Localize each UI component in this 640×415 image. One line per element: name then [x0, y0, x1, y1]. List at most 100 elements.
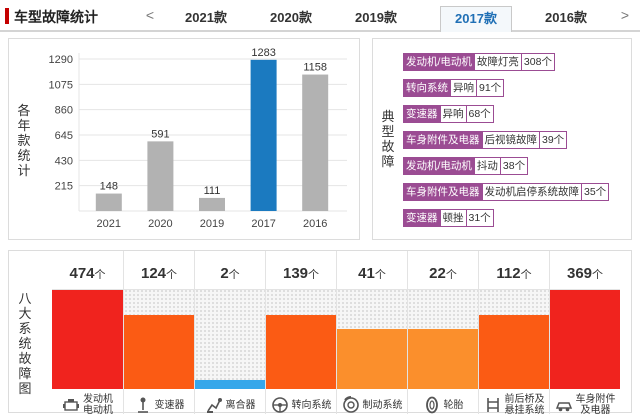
- system-bar-track: [479, 289, 549, 389]
- system-column[interactable]: 41个 制动系统: [336, 251, 407, 414]
- fault-system-tag: 发动机/电动机: [403, 157, 475, 175]
- brake-disc-icon: [342, 396, 359, 413]
- system-bar-track: [195, 289, 265, 389]
- system-footer: 变速器: [124, 391, 194, 415]
- tab-2019[interactable]: 2019款: [355, 10, 397, 25]
- fault-system-tag: 车身附件及电器: [403, 131, 483, 149]
- gearshift-icon: [137, 397, 148, 413]
- fault-system-tag: 变速器: [403, 105, 441, 123]
- fault-count-tag: 31个: [466, 209, 494, 227]
- x-tick-label: 2019: [200, 218, 224, 230]
- tire-icon: [425, 396, 438, 414]
- bar-value-label: 1283: [251, 47, 275, 59]
- system-column[interactable]: 2个离合器: [194, 251, 265, 414]
- system-bar-track: [408, 289, 478, 389]
- system-label: 轮胎: [443, 399, 464, 411]
- year-tabs: < 2021款 2020款 2019款 2017款 2016款 >: [140, 2, 640, 32]
- fault-count-tag: 35个: [582, 183, 610, 201]
- tab-2017[interactable]: 2017款: [440, 6, 512, 32]
- x-tick-label: 2017: [251, 218, 275, 230]
- faults-side-label: 典型故障: [381, 109, 395, 169]
- fault-symptom-tag: 异响: [451, 79, 477, 97]
- system-bar-fill: [266, 315, 336, 389]
- prev-arrow-icon[interactable]: <: [145, 7, 155, 23]
- fault-system-tag: 转向系统: [403, 79, 451, 97]
- system-count: 41个: [358, 265, 386, 282]
- fault-system-tag: 车身附件及电器: [403, 183, 483, 201]
- title-accent-bar: [5, 8, 9, 24]
- fault-symptom-tag: 发动机启停系统故障: [482, 183, 582, 201]
- tab-2021[interactable]: 2021款: [185, 10, 227, 25]
- system-label: 离合器: [225, 399, 256, 411]
- next-arrow-icon[interactable]: >: [620, 7, 630, 23]
- y-tick-label: 1075: [49, 79, 73, 91]
- system-count: 112个: [496, 265, 532, 282]
- y-tick-label: 215: [55, 181, 73, 193]
- bar-2017: [250, 59, 277, 212]
- system-footer: 转向系统: [266, 391, 336, 415]
- bar-value-label: 1158: [303, 62, 327, 74]
- system-column[interactable]: 22个轮胎: [407, 251, 478, 414]
- fault-item[interactable]: 车身附件及电器 后视镜故障 39个: [403, 131, 568, 149]
- system-bar-track: [124, 289, 194, 389]
- system-column[interactable]: 139个转向系统: [265, 251, 336, 414]
- fault-item[interactable]: 变速器 异响 68个: [403, 105, 494, 123]
- system-count: 124个: [140, 265, 178, 282]
- fault-count-tag: 91个: [477, 79, 505, 97]
- fault-count-tag: 68个: [466, 105, 494, 123]
- system-count: 139个: [282, 265, 320, 282]
- system-bar-fill: [124, 315, 194, 389]
- tab-2020[interactable]: 2020款: [270, 10, 312, 25]
- system-column[interactable]: 369个车身附件 及电器: [549, 251, 620, 415]
- system-bar-fill: [337, 329, 407, 389]
- system-label: 前后桥及 悬挂系统: [504, 394, 545, 415]
- system-label: 车身附件 及电器: [575, 394, 616, 415]
- system-label: 发动机 电动机: [83, 394, 113, 415]
- system-bar-fill: [52, 289, 123, 389]
- fault-item[interactable]: 车身附件及电器 发动机启停系统故障 35个: [403, 183, 610, 201]
- bar-2021: [95, 193, 122, 211]
- tab-2016[interactable]: 2016款: [545, 10, 587, 25]
- fault-count-tag: 38个: [500, 157, 529, 175]
- x-tick-label: 2020: [148, 218, 172, 230]
- system-count: 2个: [220, 265, 240, 282]
- typical-faults-panel: 典型故障 发动机/电动机 故障灯亮 308个 转向系统 异响 91个 变速器 异响 68个 车身附…: [372, 38, 632, 240]
- bar-2019: [199, 197, 225, 211]
- bar-value-label: 591: [151, 128, 169, 140]
- year-chart-panel: 各年款统计 215 430 645 860 1075 1290 148 2021 591 2020…: [8, 38, 360, 240]
- page-title: 车型故障统计: [14, 9, 98, 25]
- fault-symptom-tag: 抖动: [474, 157, 501, 175]
- fault-count-tag: 39个: [540, 131, 568, 149]
- y-tick-label: 1290: [49, 54, 73, 66]
- header-bar: 车型故障统计 < 2021款 2020款 2019款 2017款 2016款 >: [0, 0, 640, 32]
- systems-side-label: 八大系统故障图: [18, 291, 32, 396]
- system-count: 22个: [429, 265, 457, 282]
- fault-system-tag: 变速器: [403, 209, 441, 227]
- system-footer: 发动机 电动机: [52, 391, 123, 415]
- system-footer: 车身附件 及电器: [550, 391, 620, 415]
- fault-item[interactable]: 变速器 顿挫 31个: [403, 209, 494, 227]
- bar-value-label: 148: [100, 181, 118, 193]
- y-tick-label: 860: [55, 105, 73, 117]
- y-tick-label: 430: [55, 155, 73, 167]
- fault-system-tag: 发动机/电动机: [403, 53, 475, 71]
- system-count: 474个: [69, 265, 106, 282]
- x-tick-label: 2021: [97, 218, 121, 230]
- system-column[interactable]: 474个发动机 电动机: [52, 251, 123, 415]
- car-body-icon: [555, 402, 572, 412]
- engine-icon: [63, 399, 79, 411]
- year-bar-chart: 215 430 645 860 1075 1290 148 2021 591 2020 111 201…: [49, 47, 347, 230]
- fault-item[interactable]: 发动机/电动机 抖动 38个: [403, 157, 529, 175]
- system-bar-fill: [408, 329, 478, 389]
- system-bar-fill: [550, 289, 620, 389]
- system-bar-track: [337, 289, 407, 389]
- fault-item[interactable]: 转向系统 异响 91个: [403, 79, 505, 97]
- fault-count-tag: 308个: [521, 53, 555, 71]
- fault-item[interactable]: 发动机/电动机 故障灯亮 308个: [403, 53, 555, 71]
- x-tick-label: 2016: [303, 218, 327, 230]
- systems-panel: 八大系统故障图 474个 发动机 电动机 124个 变速器 2个 离合器 139个 转向系统 41…: [8, 250, 632, 415]
- system-column[interactable]: 112个前后桥及 悬挂系统: [478, 251, 549, 415]
- system-count: 369个: [566, 265, 604, 282]
- system-column[interactable]: 124个变速器: [123, 251, 194, 414]
- bar-2020: [147, 141, 174, 211]
